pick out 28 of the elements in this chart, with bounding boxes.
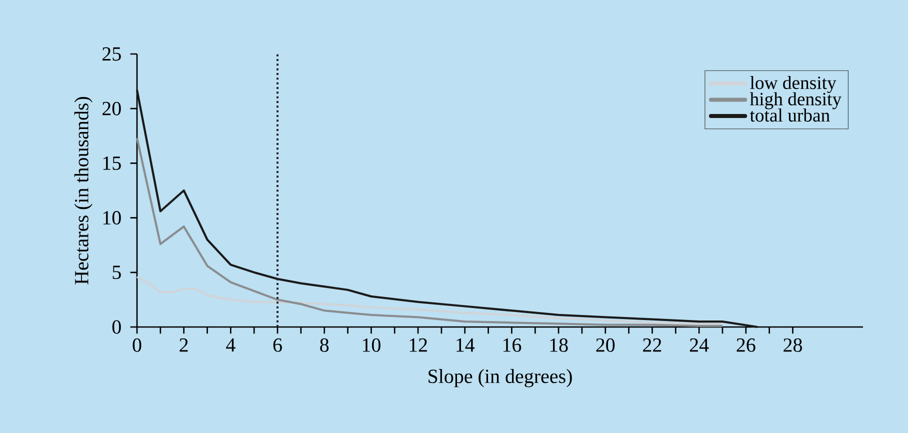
x-tick-label: 6 (273, 338, 282, 352)
x-tick-label: 22 (643, 338, 662, 352)
legend-label: total urban (750, 108, 830, 122)
x-tick-label: 2 (180, 338, 188, 352)
y-axis-title: Hectares (in thousands) (74, 96, 92, 284)
x-axis-title: Slope (in degrees) (428, 369, 572, 388)
legend-label: high density (750, 92, 842, 110)
x-tick-label: 10 (362, 338, 380, 352)
y-tick-label: 20 (102, 102, 121, 116)
legend-label: low density (750, 76, 836, 93)
y-tick-label: 5 (112, 266, 121, 280)
line-series (136, 276, 724, 325)
x-tick-label: 16 (503, 338, 522, 352)
y-tick-label: 10 (103, 211, 121, 225)
x-tick-label: 26 (736, 338, 756, 352)
x-tick-label: 24 (690, 338, 709, 352)
y-tick-label: 15 (103, 156, 121, 170)
line-series (136, 137, 724, 327)
x-tick-label: 4 (226, 338, 236, 352)
x-tick-label: 14 (456, 338, 475, 352)
y-tick-label: 0 (112, 320, 121, 334)
x-tick-label: 20 (596, 338, 615, 352)
x-tick-label: 12 (410, 338, 427, 352)
y-tick-label: 25 (102, 47, 121, 61)
x-tick-label: 8 (320, 338, 329, 352)
x-tick-label: 0 (132, 338, 142, 352)
x-tick-label: 28 (784, 338, 802, 352)
x-tick-label: 18 (550, 338, 568, 352)
